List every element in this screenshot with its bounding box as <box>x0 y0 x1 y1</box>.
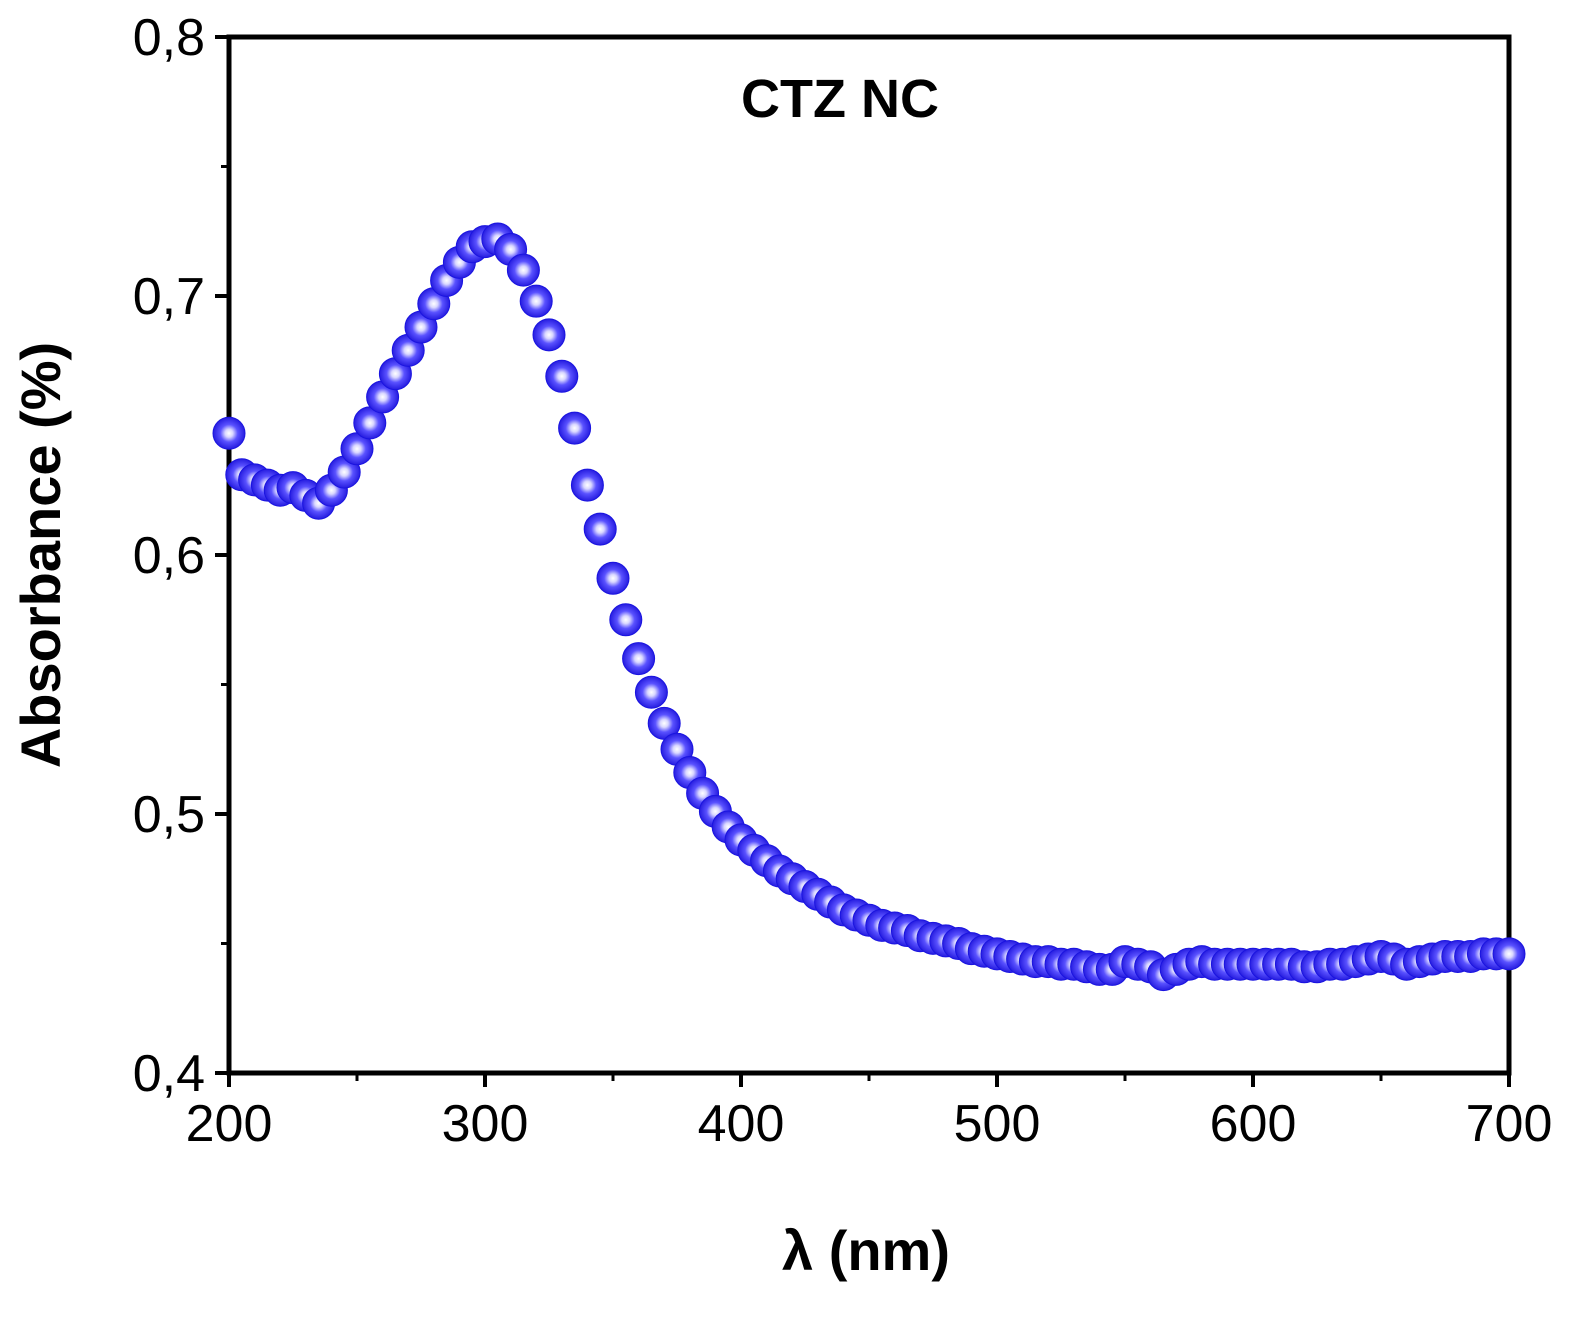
x-tick-label: 300 <box>442 1095 529 1153</box>
x-axis-tick-labels: 200 300 400 500 600 700 <box>186 1095 1553 1153</box>
data-point <box>570 468 604 502</box>
x-tick-label: 200 <box>186 1095 273 1153</box>
chart-title: CTZ NC <box>741 69 939 129</box>
y-tick-label: 0,8 <box>133 9 205 67</box>
data-point <box>634 675 668 709</box>
x-tick-label: 400 <box>698 1095 785 1153</box>
data-point <box>532 318 566 352</box>
x-tick-label: 600 <box>1210 1095 1297 1153</box>
data-point <box>558 411 592 445</box>
data-point <box>622 642 656 676</box>
data-point <box>1492 937 1526 971</box>
x-axis-title: λ (nm) <box>782 1219 950 1282</box>
data-point <box>596 561 630 595</box>
y-tick-label: 0,4 <box>133 1045 205 1103</box>
x-tick-label: 700 <box>1466 1095 1553 1153</box>
x-tick-label: 500 <box>954 1095 1041 1153</box>
data-point <box>583 512 617 546</box>
data-point <box>545 359 579 393</box>
y-axis-ticks <box>215 35 229 1075</box>
data-series <box>212 222 1526 992</box>
x-axis-ticks <box>227 1073 1511 1087</box>
data-point <box>609 603 643 637</box>
y-axis-tick-labels: 0,4 0,5 0,6 0,7 0,8 <box>133 9 205 1103</box>
y-tick-label: 0,5 <box>133 786 205 844</box>
data-point <box>212 416 246 450</box>
y-tick-label: 0,6 <box>133 527 205 585</box>
y-axis-title: Absorbance (%) <box>9 342 72 768</box>
y-tick-label: 0,7 <box>133 268 205 326</box>
data-point <box>506 253 540 287</box>
data-point <box>519 284 553 318</box>
